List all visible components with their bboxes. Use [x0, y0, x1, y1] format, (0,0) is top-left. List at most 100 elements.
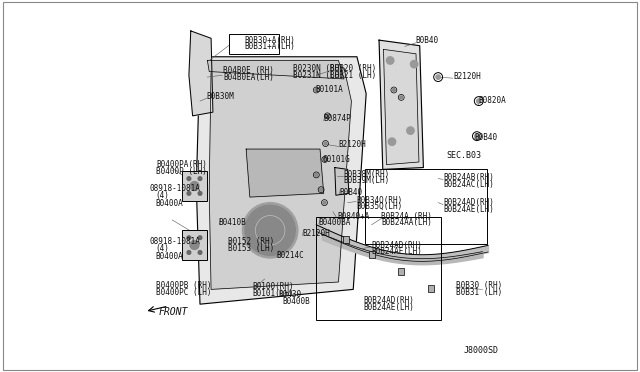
- Circle shape: [410, 61, 418, 68]
- Bar: [398, 268, 404, 275]
- Text: 60101G: 60101G: [323, 155, 351, 164]
- Text: J8000SD: J8000SD: [463, 346, 499, 355]
- Text: B0B24AE(LH): B0B24AE(LH): [371, 247, 422, 256]
- Text: B0101A: B0101A: [316, 85, 343, 94]
- Text: B0400B: B0400B: [282, 297, 310, 306]
- Text: B0B30 (RH): B0B30 (RH): [456, 281, 502, 290]
- Circle shape: [243, 203, 298, 258]
- Circle shape: [190, 241, 199, 250]
- Circle shape: [387, 57, 394, 64]
- Text: B0B39M(LH): B0B39M(LH): [343, 176, 390, 185]
- Text: B0101(LH): B0101(LH): [253, 289, 294, 298]
- Circle shape: [198, 177, 202, 180]
- Text: B0400PA(RH): B0400PA(RH): [156, 160, 207, 170]
- Text: B2120H: B2120H: [453, 72, 481, 81]
- Bar: [182, 171, 207, 201]
- Polygon shape: [335, 167, 349, 195]
- Text: (4): (4): [155, 244, 169, 253]
- Circle shape: [407, 127, 414, 134]
- Circle shape: [323, 201, 326, 204]
- Bar: [229, 34, 278, 54]
- Polygon shape: [209, 68, 351, 289]
- Polygon shape: [196, 57, 366, 304]
- Text: B0230N (RH): B0230N (RH): [293, 64, 344, 73]
- Text: 08918-1081A: 08918-1081A: [149, 185, 200, 193]
- Circle shape: [187, 177, 191, 180]
- Text: B0874P: B0874P: [324, 114, 351, 123]
- Polygon shape: [379, 40, 424, 169]
- Text: B0B20 (RH): B0B20 (RH): [330, 64, 376, 73]
- Text: 08918-1081A: 08918-1081A: [149, 237, 200, 246]
- Text: B0B40: B0B40: [415, 36, 438, 45]
- Text: B0B24AE(LH): B0B24AE(LH): [443, 205, 494, 214]
- Text: B0100(RH): B0100(RH): [253, 282, 294, 291]
- Circle shape: [198, 236, 202, 240]
- Bar: [182, 230, 207, 260]
- Circle shape: [392, 89, 396, 92]
- Circle shape: [319, 188, 323, 191]
- Text: B0152 (RH): B0152 (RH): [228, 237, 275, 246]
- Bar: [316, 217, 441, 320]
- Text: B2120H: B2120H: [303, 230, 330, 238]
- Text: B0B24AD(RH): B0B24AD(RH): [443, 198, 494, 207]
- Text: B0B38M(RH): B0B38M(RH): [343, 170, 390, 179]
- Circle shape: [324, 142, 327, 145]
- Polygon shape: [246, 149, 324, 197]
- Text: B0B24AD(RH): B0B24AD(RH): [371, 241, 422, 250]
- Text: B0153 (LH): B0153 (LH): [228, 244, 275, 253]
- Text: B0B24A (RH): B0B24A (RH): [381, 212, 432, 221]
- Text: B0400BA: B0400BA: [319, 218, 351, 227]
- Text: (4): (4): [155, 191, 169, 200]
- Polygon shape: [383, 49, 419, 164]
- Text: B0B34Q(RH): B0B34Q(RH): [356, 196, 403, 205]
- Circle shape: [187, 192, 191, 195]
- Text: B0B30M: B0B30M: [207, 92, 234, 101]
- Polygon shape: [189, 31, 213, 116]
- Text: B0400P (LH): B0400P (LH): [156, 167, 207, 176]
- Circle shape: [245, 205, 295, 256]
- Circle shape: [190, 182, 199, 190]
- Circle shape: [198, 251, 202, 254]
- Text: B0B40: B0B40: [474, 133, 497, 142]
- Bar: [343, 236, 349, 243]
- Text: B0B24AD(RH): B0B24AD(RH): [364, 296, 415, 305]
- Text: B0B24AB(RH): B0B24AB(RH): [443, 173, 494, 182]
- Circle shape: [326, 114, 329, 117]
- Circle shape: [315, 89, 318, 92]
- Text: B0B30+A(RH): B0B30+A(RH): [244, 36, 295, 45]
- Polygon shape: [207, 61, 344, 79]
- Text: B0B40: B0B40: [340, 188, 363, 197]
- Text: FRONT: FRONT: [158, 307, 188, 317]
- Circle shape: [436, 75, 440, 79]
- Circle shape: [323, 158, 326, 161]
- Text: SEC.B03: SEC.B03: [447, 151, 482, 160]
- Text: B2120H: B2120H: [339, 140, 367, 149]
- Text: B0B24AE(LH): B0B24AE(LH): [364, 302, 415, 312]
- Text: B0400PB (RH): B0400PB (RH): [156, 281, 212, 290]
- Text: B0B21 (LH): B0B21 (LH): [330, 71, 376, 80]
- Text: B0B31 (LH): B0B31 (LH): [456, 288, 502, 297]
- Circle shape: [400, 96, 403, 99]
- Text: B0B24AA(LH): B0B24AA(LH): [381, 218, 432, 227]
- Circle shape: [477, 99, 481, 103]
- Text: B0410B: B0410B: [219, 218, 246, 227]
- Text: B0430: B0430: [278, 290, 302, 299]
- Circle shape: [388, 138, 396, 145]
- Bar: [369, 251, 374, 258]
- Text: B0231N (LH): B0231N (LH): [293, 71, 344, 80]
- Text: B0214C: B0214C: [277, 251, 305, 260]
- Bar: [365, 169, 487, 244]
- Circle shape: [187, 251, 191, 254]
- Text: B0B31+A(LH): B0B31+A(LH): [244, 42, 295, 51]
- Text: B0B24AC(LH): B0B24AC(LH): [443, 180, 494, 189]
- Text: B04B0E (RH): B04B0E (RH): [223, 66, 274, 75]
- Circle shape: [198, 192, 202, 195]
- Text: B04B0EA(LH): B04B0EA(LH): [223, 73, 274, 81]
- Text: B0400A: B0400A: [155, 199, 182, 208]
- Bar: [428, 285, 434, 292]
- Text: B0400PC (LH): B0400PC (LH): [156, 288, 212, 297]
- Circle shape: [187, 236, 191, 240]
- Text: B0B35Q(LH): B0B35Q(LH): [356, 202, 403, 211]
- Text: B0820A: B0820A: [478, 96, 506, 105]
- Circle shape: [475, 134, 479, 138]
